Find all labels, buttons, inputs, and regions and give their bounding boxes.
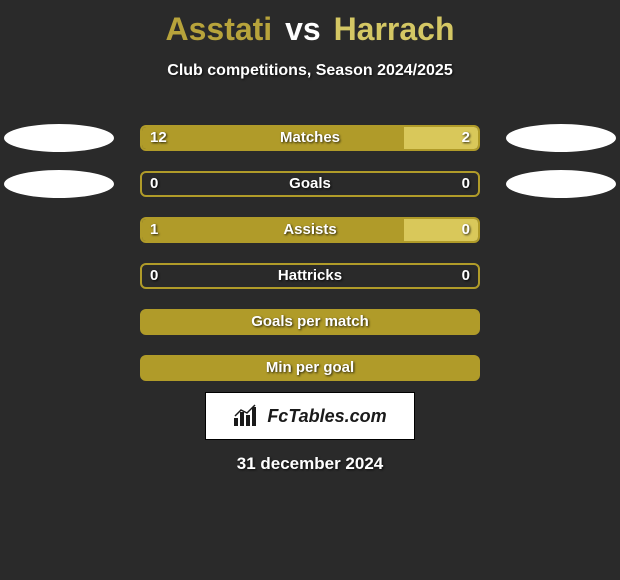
title: Asstati vs Harrach xyxy=(0,0,620,48)
badge-text: FcTables.com xyxy=(267,406,386,427)
stat-bar-track xyxy=(140,125,480,151)
stat-row: Goals00 xyxy=(0,164,620,210)
player1-oval xyxy=(4,124,114,152)
stat-bar-track xyxy=(140,309,480,335)
player1-oval xyxy=(4,170,114,198)
stat-row: Assists10 xyxy=(0,210,620,256)
source-badge: FcTables.com xyxy=(205,392,415,440)
stat-bar-right xyxy=(404,219,478,241)
title-player2: Harrach xyxy=(334,11,455,47)
title-vs: vs xyxy=(285,11,321,47)
stat-row: Goals per match xyxy=(0,302,620,348)
player2-oval xyxy=(506,124,616,152)
stat-row: Hattricks00 xyxy=(0,256,620,302)
bars-icon xyxy=(233,404,261,428)
stat-bar-right xyxy=(404,127,478,149)
stat-bar-track xyxy=(140,263,480,289)
stat-bar-track xyxy=(140,355,480,381)
stat-bar-left xyxy=(142,127,404,149)
player2-oval xyxy=(506,170,616,198)
subtitle: Club competitions, Season 2024/2025 xyxy=(0,62,620,80)
stat-bar-track xyxy=(140,217,480,243)
comparison-infographic: Asstati vs Harrach Club competitions, Se… xyxy=(0,0,620,580)
stat-row: Min per goal xyxy=(0,348,620,394)
title-player1: Asstati xyxy=(165,11,272,47)
stat-bar-left xyxy=(142,219,404,241)
stat-bar-track xyxy=(140,171,480,197)
stat-row: Matches122 xyxy=(0,118,620,164)
date-text: 31 december 2024 xyxy=(0,454,620,474)
stat-rows: Matches122Goals00Assists10Hattricks00Goa… xyxy=(0,118,620,394)
